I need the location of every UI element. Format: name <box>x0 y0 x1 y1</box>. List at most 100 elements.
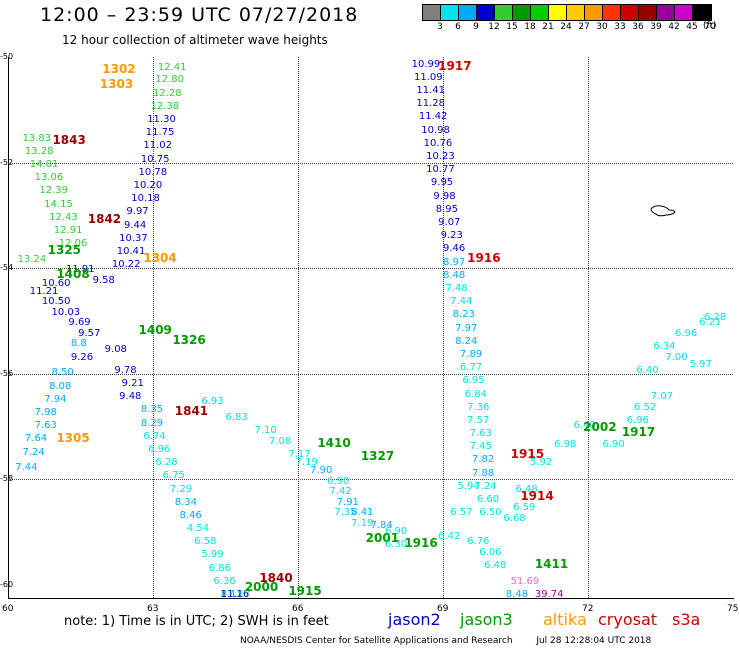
wave-height-label: 9.57 <box>78 327 101 339</box>
pass-time-label: 1841 <box>174 404 209 419</box>
wave-height-label: 12.38 <box>150 100 180 112</box>
wave-height-label: 9.08 <box>104 343 127 355</box>
page-title: 12:00 – 23:59 UTC 07/27/2018 <box>40 4 359 26</box>
y-tick-label: -58 <box>0 474 14 484</box>
grid-line-horizontal <box>8 479 733 481</box>
colorbar-tick-label: 39 <box>650 22 662 32</box>
wave-height-label: 10.18 <box>131 193 160 205</box>
wave-height-label: 8.34 <box>174 496 198 508</box>
wave-height-label: 7.19 <box>351 517 374 529</box>
pass-time-label: 1325 <box>47 243 82 258</box>
colorbar-tick-label: 27 <box>578 22 590 32</box>
wave-height-label: 6.58 <box>194 536 217 548</box>
wave-height-label: 8.48 <box>443 269 466 281</box>
grid-line-horizontal <box>8 373 733 375</box>
wave-height-label: 7.82 <box>472 454 495 466</box>
satellite-legend-jason2: jason2 <box>388 610 441 629</box>
wave-height-label: 10.98 <box>421 124 450 136</box>
wave-height-label: 51.69 <box>510 575 540 587</box>
colorbar-tick-label: 42 <box>668 22 680 32</box>
island-shape <box>650 205 676 217</box>
wave-height-label: 12.06 <box>58 238 88 250</box>
wave-height-label: 7.88 <box>472 467 495 479</box>
wave-height-label: 7.29 <box>169 483 193 495</box>
wave-height-label: 6.75 <box>162 470 185 482</box>
wave-height-label: 11.91 <box>66 264 95 276</box>
wave-height-label: 6.60 <box>476 494 500 506</box>
wave-height-label: 14.15 <box>44 198 73 210</box>
wave-height-label: 7.08 <box>269 436 292 448</box>
map-frame <box>8 57 734 599</box>
pass-time-label: 1917 <box>438 58 472 73</box>
wave-height-label: 13.06 <box>34 172 64 184</box>
wave-height-label: 11.28 <box>416 98 446 110</box>
wave-height-label: 7.19 <box>295 457 318 469</box>
grid-line-horizontal <box>8 268 733 270</box>
wave-height-label: 6.48 <box>515 483 538 495</box>
wave-height-label: 7.90 <box>310 465 333 477</box>
x-tick-label: 75 <box>727 604 739 614</box>
wave-height-label: 6.74 <box>143 430 166 442</box>
wave-height-label: 10.37 <box>119 232 148 244</box>
x-tick-label: 69 <box>437 604 449 614</box>
wave-height-label: 7.84 <box>370 520 393 532</box>
wave-height-label: 6.93 <box>201 396 224 408</box>
wave-height-label: 8.8 <box>70 338 87 350</box>
wave-height-label: 8.50 <box>51 367 74 379</box>
wave-height-label: 10.03 <box>51 306 81 318</box>
pass-time-label: 1840 <box>259 570 293 585</box>
wave-height-label: 6.90 <box>385 525 408 537</box>
wave-height-label: 8.48 <box>505 589 529 600</box>
wave-height-label: 9.21 <box>121 377 144 389</box>
pass-time-label: 1305 <box>56 430 90 445</box>
wave-height-label: 13.24 <box>17 253 47 265</box>
wave-height-label: 4.54 <box>186 523 210 535</box>
pass-time-label: 1408 <box>56 267 90 282</box>
wave-height-label: 6.30 <box>385 538 408 550</box>
wave-height-label: 10.78 <box>138 166 168 178</box>
x-tick-label: 66 <box>292 604 304 614</box>
grid-line-vertical <box>298 57 299 598</box>
wave-height-label: 6.36 <box>213 575 236 587</box>
wave-height-label: 11.42 <box>418 111 448 123</box>
wave-height-label: 7.48 <box>445 282 468 294</box>
wave-height-label: 6.06 <box>479 546 502 558</box>
wave-height-label: 7.24 <box>22 446 45 458</box>
grid-line-vertical <box>443 57 444 598</box>
wave-height-label: 10.77 <box>426 164 455 176</box>
pass-time-label: 2000 <box>244 580 279 595</box>
pass-time-label: 1411 <box>534 557 569 572</box>
pass-time-label: 1410 <box>317 436 351 451</box>
timestamp-text: Jul 28 12:28:04 UTC 2018 <box>536 636 652 646</box>
wave-height-label: 13.83 <box>22 132 52 144</box>
pass-time-label: 2001 <box>365 531 400 546</box>
wave-height-label: 9.26 <box>70 351 94 363</box>
wave-height-label: 11.21 <box>29 285 59 297</box>
wave-height-label: 11.30 <box>147 114 176 126</box>
y-tick-label: -54 <box>0 263 14 273</box>
wave-height-label: 11.75 <box>145 127 175 139</box>
wave-height-label: 6.34 <box>653 341 676 352</box>
wave-height-label: 14.01 <box>29 158 59 170</box>
wave-height-label: 10.75 <box>140 153 170 165</box>
wave-height-label: 8.95 <box>435 203 459 215</box>
wave-height-label: 5.92 <box>530 457 553 469</box>
wave-height-label: 7.17 <box>227 589 251 600</box>
wave-height-label: 12.91 <box>53 224 83 236</box>
x-tick-label: 60 <box>2 604 14 614</box>
wave-height-label: 10.23 <box>426 151 455 162</box>
wave-height-label: 6.42 <box>438 531 461 543</box>
wave-height-label: 6.90 <box>602 438 625 450</box>
wave-height-label: 10.41 <box>116 246 146 257</box>
x-tick-label: 63 <box>147 604 159 614</box>
wave-height-label: 11.16 <box>220 589 250 600</box>
wave-height-label: 9.46 <box>443 243 466 255</box>
wave-height-label: 11.02 <box>143 140 172 152</box>
wave-height-label: 10.50 <box>41 296 71 308</box>
y-tick-label: -56 <box>0 368 14 378</box>
pass-time-label: 1917 <box>621 425 656 440</box>
wave-height-label: 9.44 <box>124 219 147 231</box>
wave-height-label: 10.22 <box>111 259 141 271</box>
wave-height-label: 8.46 <box>179 509 202 521</box>
